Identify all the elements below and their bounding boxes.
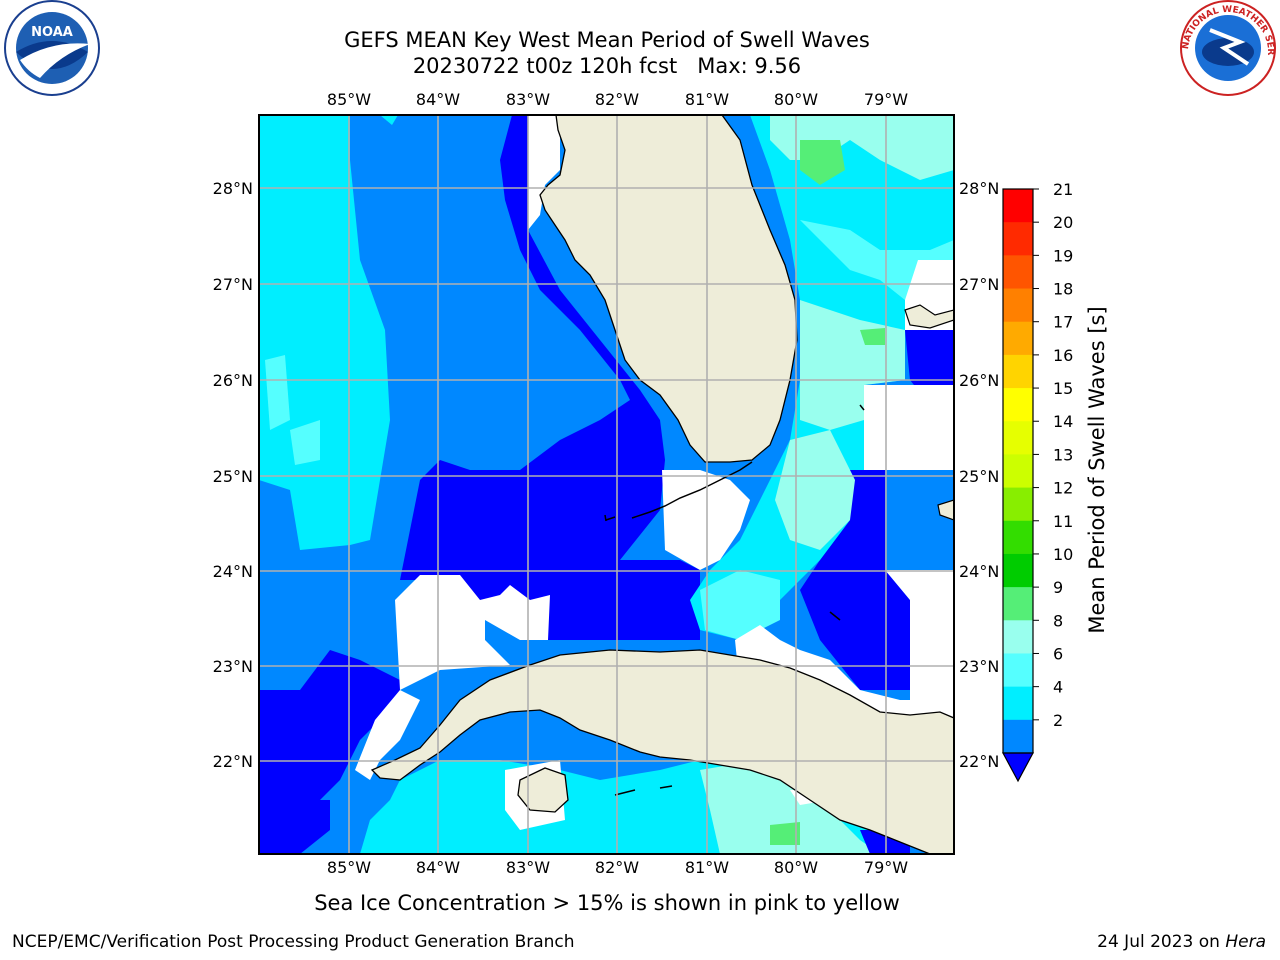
noaa-logo: NOAA [4, 0, 100, 96]
lon-label: 84°W [416, 90, 460, 109]
lon-label: 80°W [774, 90, 818, 109]
sea-ice-note: Sea Ice Concentration > 15% is shown in … [314, 891, 900, 915]
lat-label: 25°N [213, 467, 253, 486]
lon-labels-bottom: 85°W 84°W 83°W 82°W 81°W 80°W 79°W [327, 858, 908, 877]
svg-text:NATIONAL WEATHER SERVICE: NATIONAL WEATHER SERVICE [0, 0, 1275, 55]
colorbar-swatch [1003, 487, 1033, 522]
lat-label: 23°N [959, 657, 999, 676]
colorbar-swatch [1003, 388, 1033, 422]
noaa-logo-text: NOAA [31, 25, 73, 40]
lat-label: 26°N [213, 371, 253, 390]
colorbar-swatch [1003, 354, 1033, 389]
colorbar-tick-label: 17 [1053, 313, 1073, 332]
nws-logo-text: NATIONAL WEATHER SERVICE [0, 0, 1275, 55]
map-field [259, 115, 954, 854]
colorbar-swatch [1003, 288, 1033, 323]
colorbar-swatch [1003, 321, 1033, 356]
lon-label: 79°W [864, 858, 908, 877]
colorbar-tick-label: 15 [1053, 379, 1073, 398]
map-subtitle-date: 20230722 t00z 120h fcst Max: 9.56 [412, 54, 802, 78]
colorbar: 21 20 19 18 17 16 15 14 13 12 11 10 9 8 6 4 2 [1001, 180, 1073, 783]
map-title: GEFS MEAN Key West Mean Period of Swell … [344, 28, 870, 52]
colorbar-swatch [1003, 454, 1033, 489]
colorbar-swatch [1003, 222, 1033, 256]
colorbar-tick-label: 11 [1053, 512, 1073, 531]
colorbar-swatch [1003, 520, 1033, 555]
colorbar-tick-label: 19 [1053, 246, 1073, 265]
footer-date: 24 Jul 2023 on Hera [1097, 932, 1266, 952]
lon-label: 83°W [506, 90, 550, 109]
lon-label: 80°W [774, 858, 818, 877]
graticule [259, 115, 954, 854]
lon-label: 85°W [327, 90, 371, 109]
colorbar-tick-label: 13 [1053, 445, 1073, 464]
lat-label: 23°N [213, 657, 253, 676]
lon-labels-top: 85°W 84°W 83°W 82°W 81°W 80°W 79°W [327, 90, 908, 109]
colorbar-extend-arrow [1001, 752, 1035, 783]
colorbar-swatch [1003, 719, 1033, 754]
lat-label: 26°N [959, 371, 999, 390]
colorbar-swatch [1003, 686, 1033, 721]
colorbar-tick-label: 6 [1053, 644, 1063, 663]
lon-label: 81°W [685, 858, 729, 877]
lat-label: 22°N [959, 752, 999, 771]
colorbar-swatch [1003, 553, 1033, 588]
lat-label: 27°N [959, 275, 999, 294]
colorbar-tick-label: 9 [1053, 578, 1063, 597]
colorbar-tick-label: 4 [1053, 678, 1063, 697]
colorbar-swatch [1003, 189, 1033, 223]
colorbar-swatch [1003, 620, 1033, 654]
lat-labels-right: 28°N 27°N 26°N 25°N 24°N 23°N 22°N [959, 179, 999, 771]
colorbar-tick-label: 8 [1053, 611, 1063, 630]
map-frame [258, 114, 955, 855]
colorbar-swatch [1003, 421, 1033, 455]
colorbar-swatch [1003, 255, 1033, 290]
lon-label: 82°W [595, 858, 639, 877]
lon-label: 85°W [327, 858, 371, 877]
lon-label: 81°W [685, 90, 729, 109]
lat-label: 22°N [213, 752, 253, 771]
lat-label: 24°N [213, 562, 253, 581]
lat-label: 27°N [213, 275, 253, 294]
colorbar-frame [1002, 188, 1034, 754]
footer-host: Hera [1225, 932, 1266, 952]
lon-label: 82°W [595, 90, 639, 109]
lat-labels-left: 28°N 27°N 26°N 25°N 24°N 23°N 22°N [213, 179, 253, 771]
footer-date-text: 24 Jul 2023 on [1097, 932, 1226, 952]
colorbar-tick-label: 16 [1053, 346, 1073, 365]
lon-label: 79°W [864, 90, 908, 109]
nws-logo: NATIONAL WEATHER SERVICE [0, 0, 1276, 96]
colorbar-tick-label: 12 [1053, 479, 1073, 498]
colorbar-tick-label: 10 [1053, 545, 1073, 564]
lat-label: 25°N [959, 467, 999, 486]
colorbar-tick-label: 18 [1053, 280, 1073, 299]
colorbar-tick-label: 20 [1053, 213, 1073, 232]
footer-credit: NCEP/EMC/Verification Post Processing Pr… [12, 932, 575, 952]
colorbar-swatch [1003, 653, 1033, 688]
lat-label: 28°N [213, 179, 253, 198]
colorbar-tick-label: 14 [1053, 412, 1073, 431]
colorbar-tick-label: 2 [1053, 711, 1063, 730]
colorbar-label: Mean Period of Swell Waves [s] [1085, 306, 1109, 634]
lat-label: 28°N [959, 179, 999, 198]
colorbar-tick-label: 21 [1053, 180, 1073, 199]
colorbar-swatch [1003, 587, 1033, 621]
lat-label: 24°N [959, 562, 999, 581]
lon-label: 83°W [506, 858, 550, 877]
lon-label: 84°W [416, 858, 460, 877]
